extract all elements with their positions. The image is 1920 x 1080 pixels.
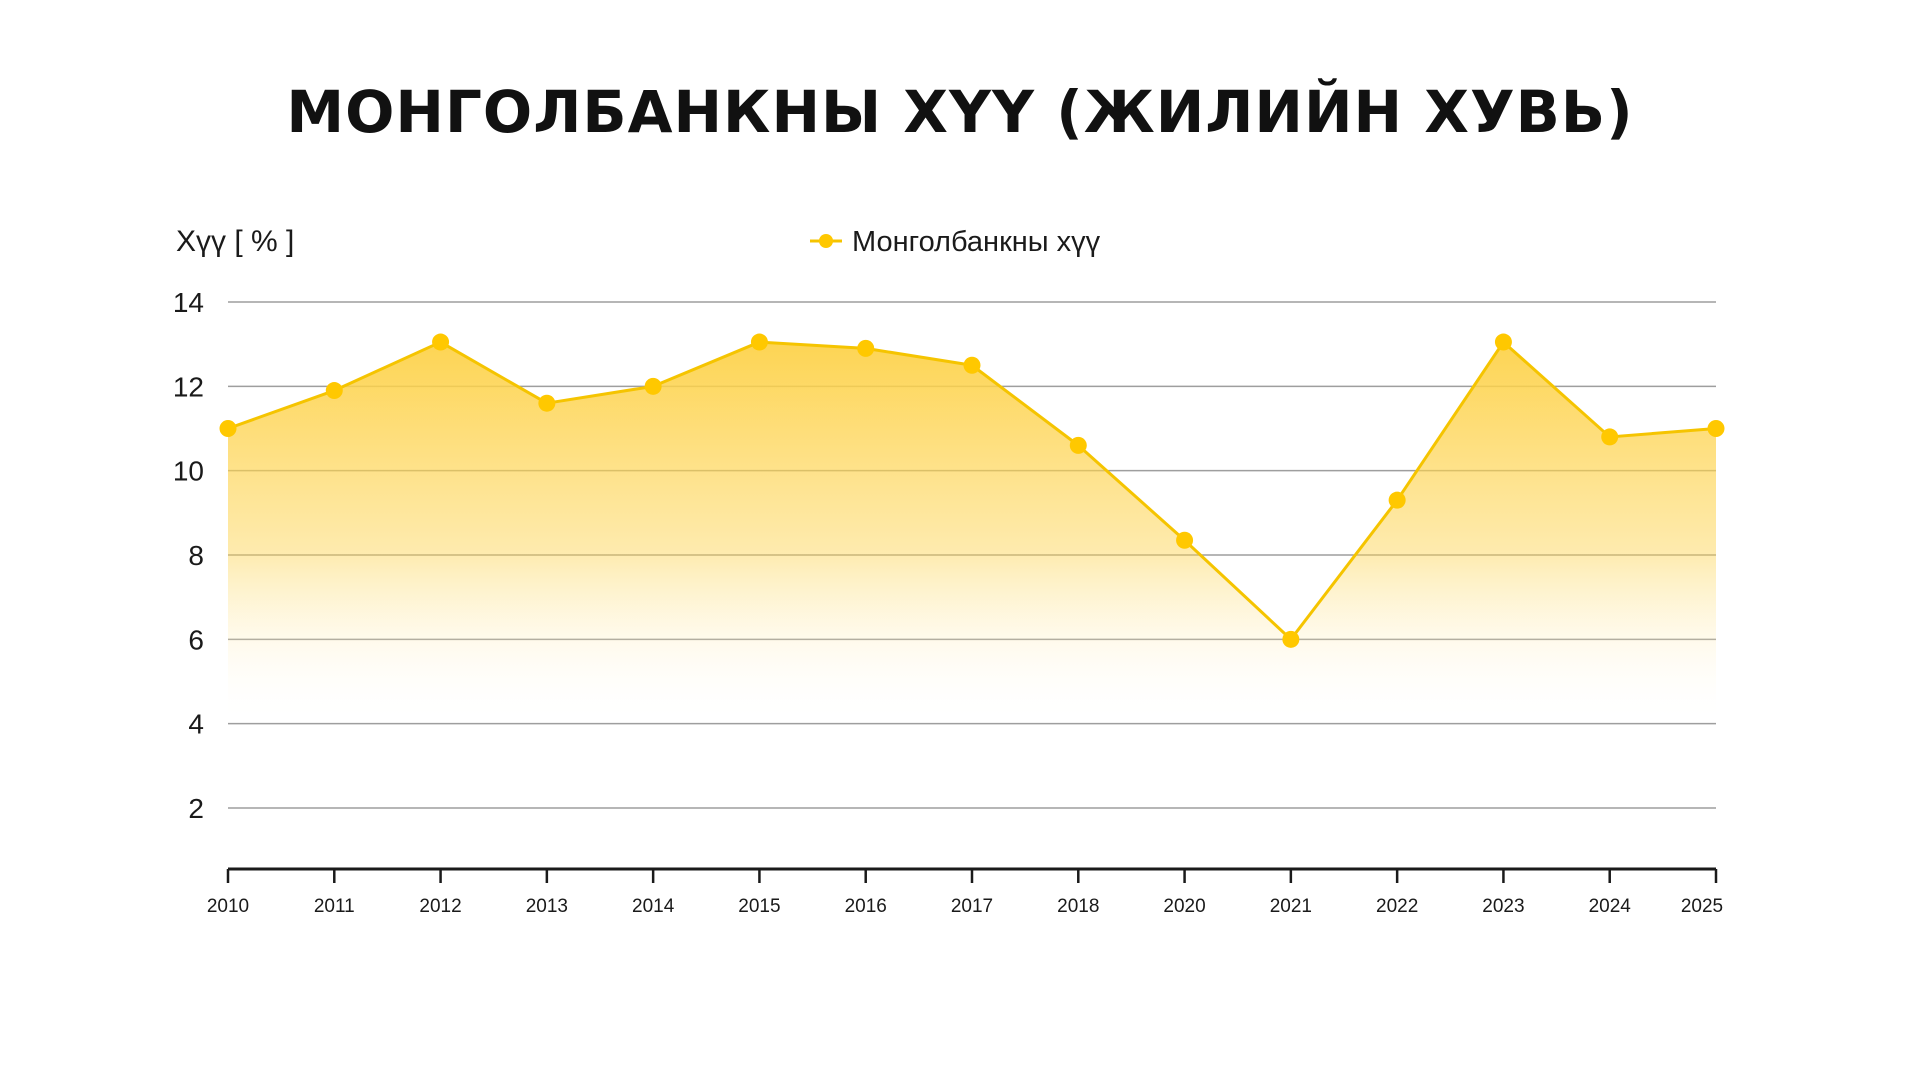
x-tick-label: 2015 [738,896,780,917]
data-point [1707,420,1725,437]
legend: Монголбанкны хүү [810,226,1101,258]
y-tick-label: 4 [188,709,204,740]
y-tick-label: 6 [188,624,204,655]
x-tick-label: 2018 [1057,896,1099,917]
x-tick-label: 2017 [951,896,993,917]
legend-label: Монголбанкны хүү [852,226,1101,258]
data-point [1176,531,1194,549]
x-tick-label: 2020 [1163,896,1205,917]
legend-marker-icon [819,234,833,248]
data-point [963,356,981,374]
y-tick-label: 8 [188,540,204,571]
x-tick-label: 2011 [314,896,355,917]
data-point [1388,491,1406,509]
x-tick-label: 2012 [419,896,461,917]
series-markers [219,333,1725,648]
data-point [219,420,237,437]
x-tick-label: 2010 [207,896,249,917]
area-fill [228,342,1716,724]
x-tick-label: 2014 [632,896,675,917]
y-tick-label: 14 [173,287,204,318]
data-point [1282,630,1300,648]
area-path [228,342,1716,724]
data-point [1601,428,1619,446]
data-point [1069,436,1087,454]
x-tick-label: 2022 [1376,896,1418,917]
y-tick-label: 2 [188,793,204,824]
data-point [857,339,875,357]
x-tick-label: 2024 [1589,896,1632,917]
x-tick-label: 2021 [1270,896,1312,917]
y-axis-label: Хүү [ % ] [176,225,294,258]
x-tick-label: 2023 [1482,896,1524,917]
data-point [325,382,343,400]
x-tick-label: 2013 [526,896,568,917]
chart-title: МОНГОЛБАНКНЫ ХҮҮ (ЖИЛИЙН ХУВЬ) [286,78,1634,146]
y-tick-label: 12 [173,371,204,402]
y-tick-labels: 2 4 6 8 10 12 14 [173,287,204,824]
data-point [538,394,556,412]
data-point [644,377,662,395]
x-tick-labels: 2010 2011 2012 2013 2014 2015 2016 2017 2018 2020… [207,896,1723,917]
x-tick-label: 2016 [845,896,887,917]
x-axis [226,867,1718,883]
data-point [1494,333,1512,351]
y-tick-label: 10 [173,456,204,487]
data-point [750,333,768,351]
data-point [432,333,450,351]
x-tick-label: 2025 [1681,896,1723,917]
